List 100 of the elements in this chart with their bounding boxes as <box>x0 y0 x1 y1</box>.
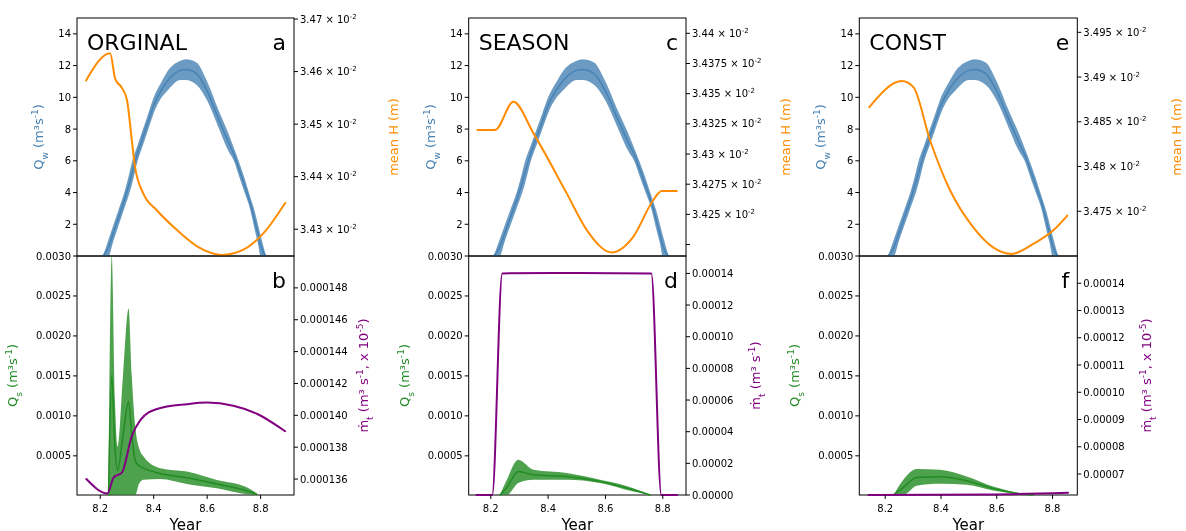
y-tick-label: 2 <box>846 218 854 230</box>
y2-tick-label: 0.00009 <box>1083 414 1125 426</box>
x-tick-label: 8.4 <box>540 503 557 514</box>
x-axis-title: Year <box>951 516 986 531</box>
y2-tick-label: 0.000146 <box>300 314 348 326</box>
x-tick-label: 8.8 <box>252 503 269 514</box>
y2-tick-label: 0.000144 <box>300 346 348 358</box>
y-tick-label: 0.0015 <box>818 370 854 382</box>
y2-tick-label: 0.000138 <box>300 441 348 453</box>
line-series <box>85 401 287 495</box>
x-tick-label: 8.6 <box>199 503 216 514</box>
x-tick-label: 8.6 <box>988 503 1005 514</box>
x-tick-label: 8.2 <box>482 503 499 514</box>
y2-tick-label: 3.495 × 10$^{-2}$ <box>1083 25 1147 38</box>
x-tick-label: 8.6 <box>597 503 614 514</box>
y2-tick-label: 3.48 × 10$^{-2}$ <box>1083 160 1141 173</box>
y2-tick-label: 3.43 × 10$^{-2}$ <box>692 147 749 160</box>
y2-tick-label: 3.4325 × 10$^{-2}$ <box>692 117 762 130</box>
y-tick-label: 10 <box>840 91 854 103</box>
y2-tick-label: 3.4275 × 10$^{-2}$ <box>692 177 762 190</box>
y-tick-label: 0.0025 <box>818 290 854 302</box>
y-tick-label: 10 <box>58 91 71 103</box>
annotation: b <box>272 268 286 293</box>
y-tick-label: 6 <box>846 155 854 167</box>
y2-tick-label: 3.47 × 10$^{-2}$ <box>300 12 357 25</box>
annotation: c <box>665 30 678 55</box>
annotation: f <box>1061 268 1071 293</box>
y-tick-label: 8 <box>846 123 854 135</box>
x-tick-label: 8.4 <box>145 503 162 514</box>
y2-tick-label: 0.00002 <box>692 457 734 469</box>
y2-axis-title: mean H (m) <box>1169 98 1185 176</box>
y-tick-label: 0.0015 <box>36 370 71 382</box>
y2-tick-label: 0.00006 <box>692 394 734 406</box>
y2-tick-label: 3.4375 × 10$^{-2}$ <box>692 57 762 69</box>
y-tick-label: 2 <box>64 218 71 230</box>
line-series <box>85 52 287 256</box>
y-tick-label: 0.0025 <box>427 290 463 302</box>
y2-tick-label: 0.000140 <box>300 409 348 421</box>
y-tick-label: 0.0030 <box>36 250 71 262</box>
y-tick-label: 8 <box>456 123 463 135</box>
y-tick-label: 0.0015 <box>427 370 463 382</box>
y2-tick-label: 3.475 × 10$^{-2}$ <box>1083 204 1147 217</box>
y2-tick-label: 3.43 × 10$^{-2}$ <box>300 222 357 235</box>
y-tick-label: 14 <box>58 28 71 40</box>
x-axis-title: Year <box>560 516 595 531</box>
annotation: e <box>1055 30 1070 55</box>
y2-tick-label: 0.00012 <box>692 299 734 311</box>
y-tick-label: 4 <box>64 187 71 199</box>
y2-axis-title: mean H (m) <box>386 98 401 176</box>
y-tick-label: 8 <box>64 123 71 135</box>
y-tick-label: 0.0005 <box>36 450 71 462</box>
y-tick-label: 0.0005 <box>818 450 854 462</box>
y2-tick-label: 0.00010 <box>692 331 734 343</box>
y2-tick-label: 3.435 × 10$^{-2}$ <box>692 87 756 100</box>
y2-tick-label: 3.45 × 10$^{-2}$ <box>300 117 357 130</box>
y2-tick-label: 3.44 × 10$^{-2}$ <box>300 170 357 183</box>
annotation: d <box>664 268 678 293</box>
y-tick-label: 2 <box>456 218 463 230</box>
y-tick-label: 0.0020 <box>818 330 854 342</box>
y-tick-label: 0.0010 <box>427 410 463 422</box>
y-tick-label: 0.0025 <box>36 290 71 302</box>
y2-tick-label: 0.000142 <box>300 377 348 389</box>
y2-tick-label: 3.44 × 10$^{-2}$ <box>692 26 749 39</box>
annotation: a <box>272 30 286 55</box>
y-tick-label: 6 <box>64 155 71 167</box>
line-series <box>476 100 678 254</box>
y-tick-label: 12 <box>449 60 463 72</box>
y-tick-label: 0.0020 <box>427 330 463 342</box>
x-tick-label: 8.8 <box>654 503 671 514</box>
y-tick-label: 12 <box>840 60 854 72</box>
y2-tick-label: 0.00013 <box>1083 305 1125 316</box>
y2-tick-label: 3.485 × 10$^{-2}$ <box>1083 115 1147 128</box>
y2-tick-label: 0.00008 <box>692 362 734 374</box>
y2-tick-label: 0.000136 <box>300 473 348 485</box>
annotation: ORGINAL <box>87 30 188 55</box>
y-tick-label: 0.0010 <box>818 410 854 422</box>
y-tick-label: 0.0020 <box>36 330 71 342</box>
y2-tick-label: 0.00000 <box>692 489 734 501</box>
x-tick-label: 8.8 <box>1044 503 1061 514</box>
y-tick-label: 14 <box>840 28 854 40</box>
y-tick-label: 4 <box>456 187 463 199</box>
y2-tick-label: 0.00010 <box>1083 386 1125 398</box>
y2-tick-label: 0.00014 <box>692 267 734 279</box>
line-series <box>868 80 1069 255</box>
y-tick-label: 0.0010 <box>36 410 71 422</box>
x-axis-title: Year <box>168 516 203 531</box>
y-tick-label: 0.0005 <box>427 450 463 462</box>
y2-tick-label: 0.00011 <box>1083 359 1125 371</box>
y2-tick-label: 0.00007 <box>1083 468 1125 480</box>
y-tick-label: 10 <box>449 91 463 103</box>
x-tick-label: 8.2 <box>877 503 894 514</box>
y2-tick-label: 3.425 × 10$^{-2}$ <box>692 207 756 220</box>
y2-tick-label: 0.00004 <box>692 426 734 438</box>
y2-tick-label: 0.00012 <box>1083 332 1125 344</box>
y2-tick-label: 3.46 × 10$^{-2}$ <box>300 65 357 78</box>
x-tick-label: 8.4 <box>933 503 949 514</box>
x-tick-label: 8.2 <box>92 503 109 514</box>
y-tick-label: 0.0030 <box>818 250 854 262</box>
y-tick-label: 14 <box>449 28 463 40</box>
annotation: SEASON <box>478 30 570 55</box>
